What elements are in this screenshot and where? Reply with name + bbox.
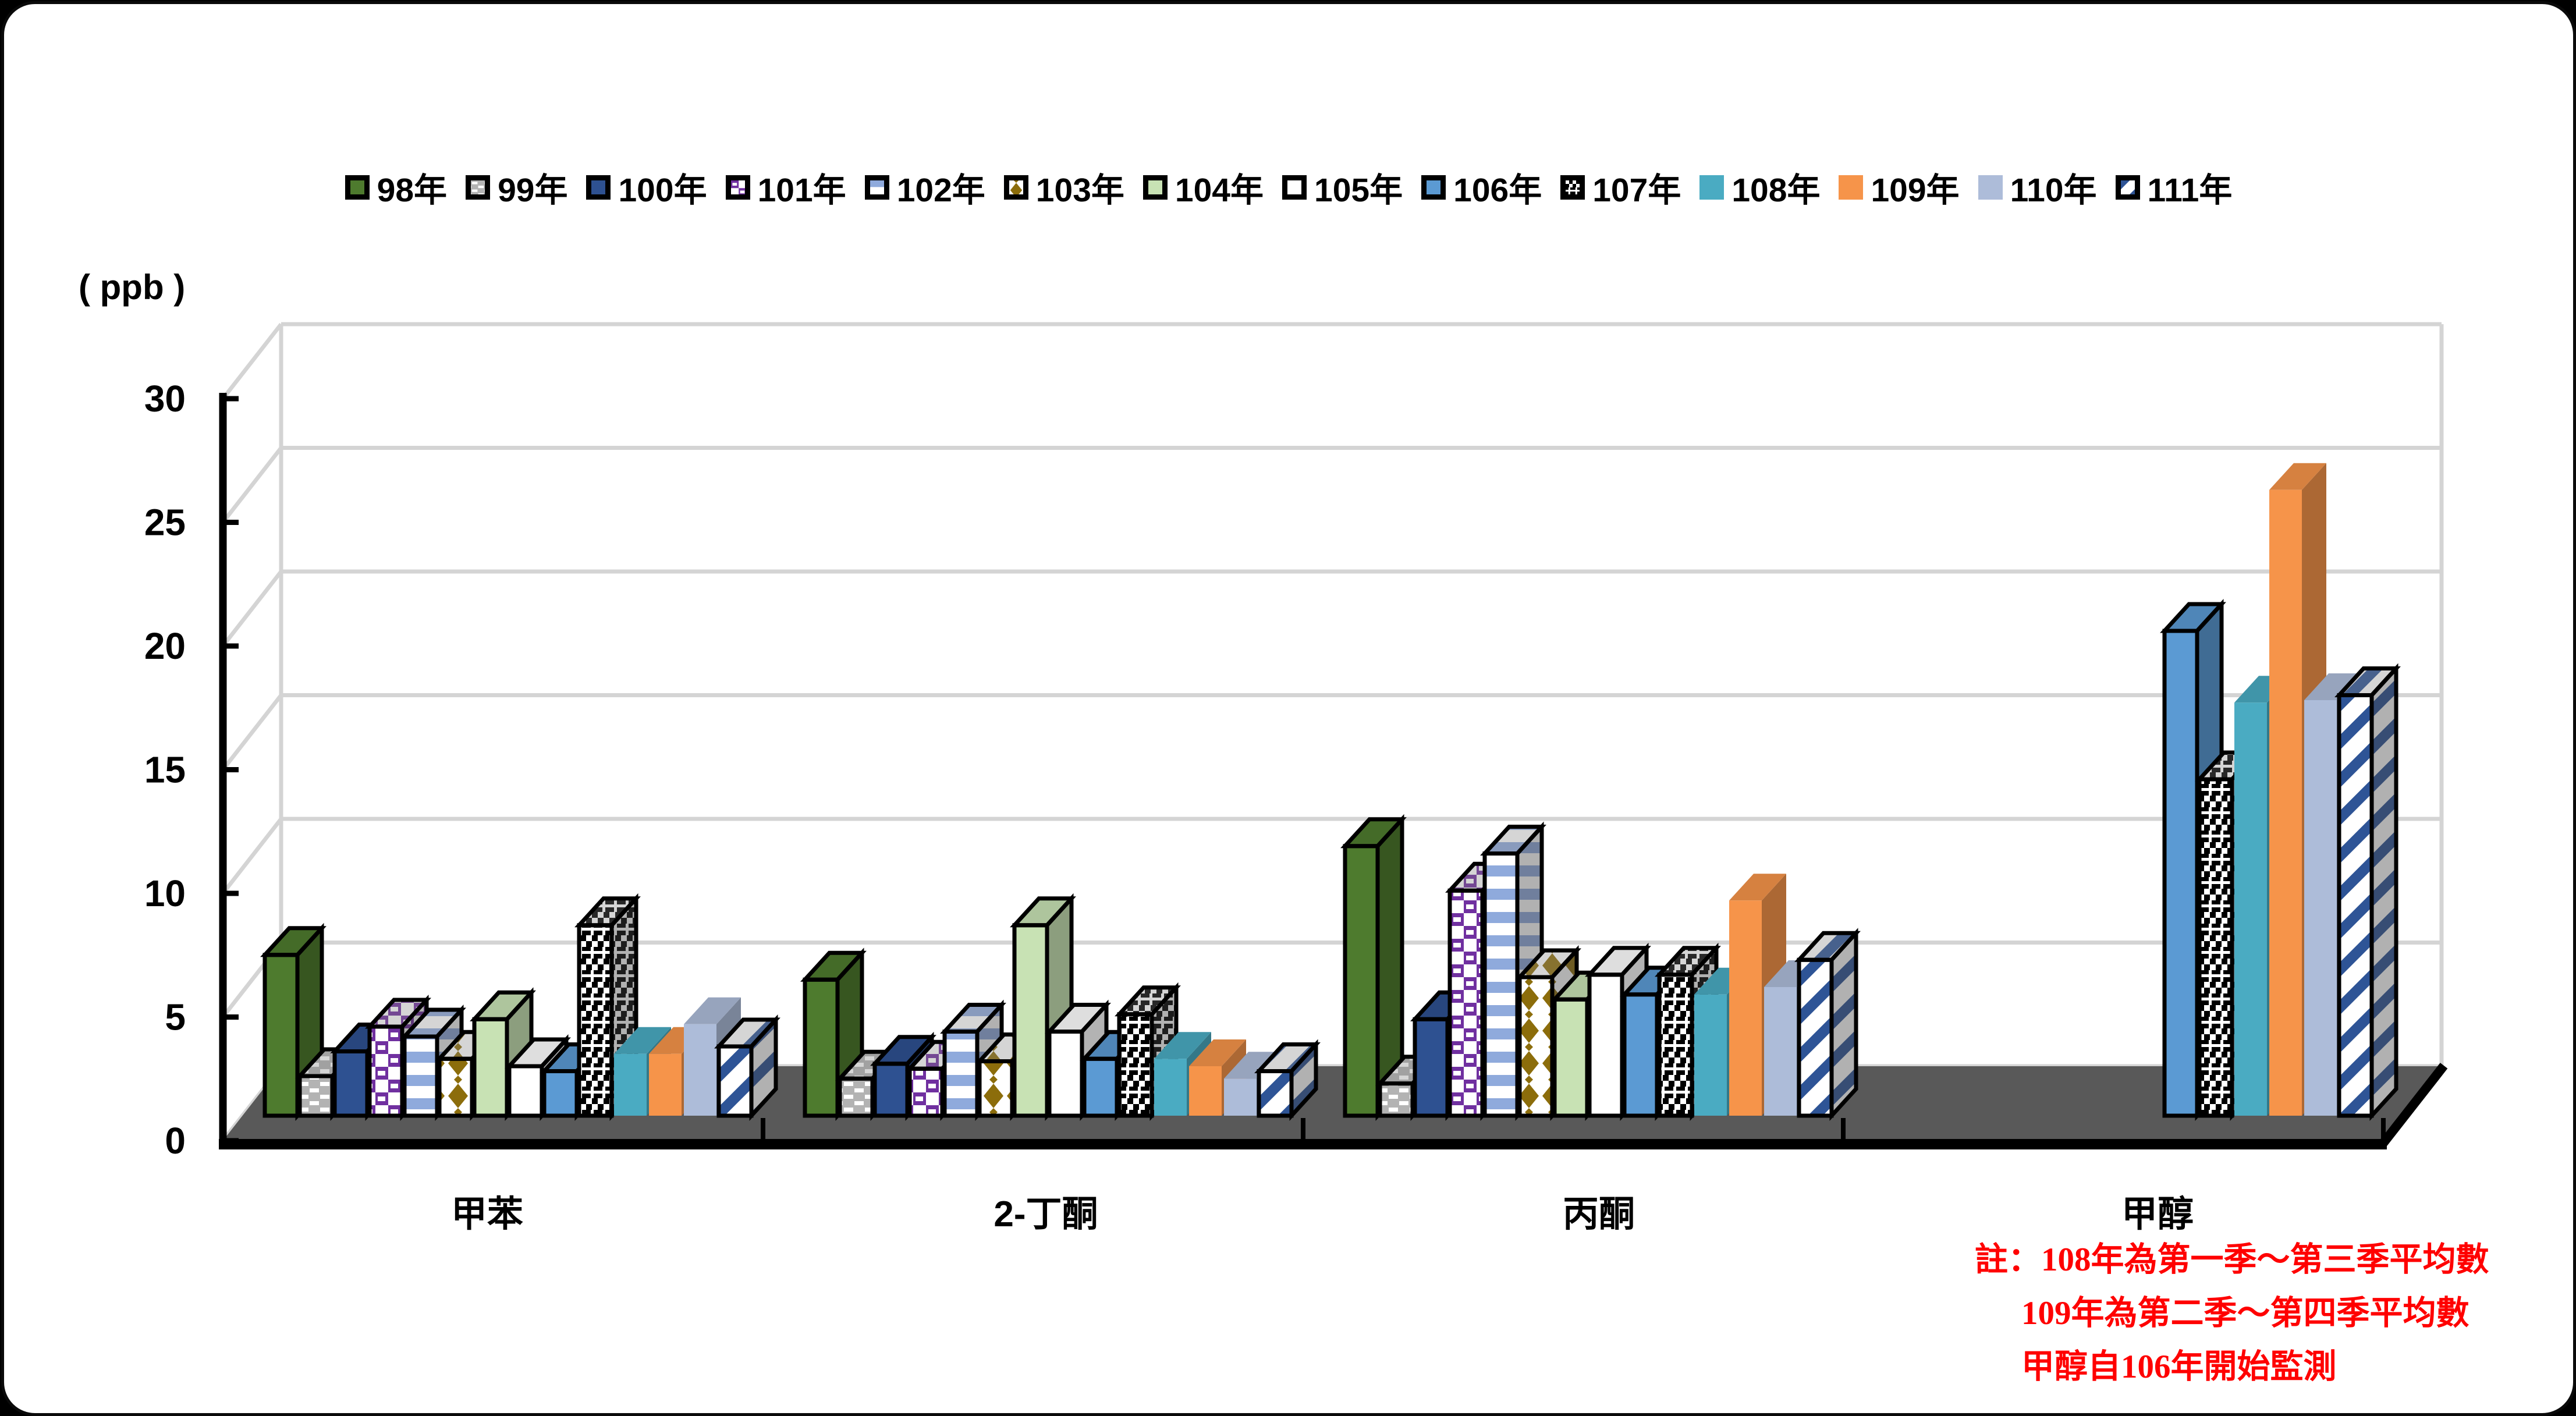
y-axis: 0 5 10 15 20 25 30 bbox=[144, 378, 2386, 1162]
legend-item: 107年 bbox=[1560, 164, 1681, 211]
legend-item: 104年 bbox=[1142, 164, 1264, 211]
legend-swatch bbox=[466, 175, 491, 200]
y-tick-label: 5 bbox=[165, 996, 186, 1038]
y-tick-label: 20 bbox=[144, 625, 186, 667]
legend-item: 109年 bbox=[1839, 164, 1960, 211]
legend-item: 111年 bbox=[2115, 164, 2233, 211]
legend-swatch bbox=[1560, 175, 1585, 200]
bar-2-丁酮-111年 bbox=[1254, 1039, 1321, 1122]
legend-item: 102年 bbox=[864, 164, 985, 211]
bar-甲苯-111年 bbox=[714, 1014, 780, 1122]
bar-chart-3d: 0 5 10 15 20 25 30 甲苯 2-丁酮 丙酮 甲醇 bbox=[144, 322, 2448, 1234]
legend-swatch bbox=[2115, 175, 2140, 200]
bars bbox=[260, 463, 2401, 1122]
legend-label: 102年 bbox=[896, 172, 985, 209]
y-axis-unit-label: ( ppb ) bbox=[79, 268, 186, 307]
y-tick-label: 30 bbox=[144, 378, 186, 420]
legend-label: 109年 bbox=[1871, 172, 1960, 209]
legend-item: 108年 bbox=[1699, 164, 1820, 211]
legend-swatch bbox=[1421, 175, 1446, 200]
legend-swatch bbox=[1282, 175, 1307, 200]
legend-swatch bbox=[1003, 175, 1028, 200]
legend-label: 111年 bbox=[2147, 172, 2233, 209]
y-tick-label: 15 bbox=[144, 749, 186, 791]
legend-label: 101年 bbox=[757, 172, 846, 209]
y-tick-label: 10 bbox=[144, 872, 186, 914]
legend-swatch bbox=[725, 175, 750, 200]
legend-label: 106年 bbox=[1453, 172, 1542, 209]
category-label-1: 2-丁酮 bbox=[994, 1194, 1098, 1234]
bar-2-丁酮-100年 bbox=[870, 1031, 936, 1122]
legend: 98年 99年 100年 101年 102年 103年 104年 105年 106年 107年 10… bbox=[4, 164, 2573, 211]
legend-item: 106年 bbox=[1421, 164, 1542, 211]
legend-swatch bbox=[1699, 175, 1725, 200]
legend-item: 98年 bbox=[345, 164, 447, 211]
bar-丙酮-111年 bbox=[1794, 928, 1861, 1122]
category-label-0: 甲苯 bbox=[451, 1194, 523, 1234]
legend-item: 99年 bbox=[466, 164, 567, 211]
legend-item: 100年 bbox=[586, 164, 707, 211]
plot-walls bbox=[221, 322, 2444, 1142]
legend-item: 105年 bbox=[1282, 164, 1403, 211]
legend-swatch bbox=[864, 175, 889, 200]
legend-label: 100年 bbox=[618, 172, 707, 209]
footnote-line-3: 甲醇自106年開始監測 bbox=[2021, 1348, 2337, 1385]
legend-label: 105年 bbox=[1314, 172, 1403, 209]
y-tick-label: 0 bbox=[165, 1120, 186, 1162]
legend-label: 104年 bbox=[1175, 172, 1264, 209]
legend-swatch bbox=[1142, 175, 1168, 200]
footnote-line-2: 109年為第二季～第四季平均數 bbox=[2021, 1295, 2469, 1332]
legend-label: 107年 bbox=[1592, 172, 1681, 209]
legend-item: 103年 bbox=[1003, 164, 1124, 211]
legend-label: 98年 bbox=[377, 172, 448, 209]
category-label-3: 甲醇 bbox=[2121, 1194, 2194, 1234]
legend-label: 108年 bbox=[1731, 172, 1821, 209]
legend-swatch bbox=[1978, 175, 2003, 200]
legend-swatch bbox=[345, 175, 370, 200]
legend-label: 99年 bbox=[498, 172, 568, 209]
bar-甲醇-111年 bbox=[2334, 663, 2401, 1122]
legend-swatch bbox=[586, 175, 611, 200]
legend-item: 101年 bbox=[725, 164, 846, 211]
legend-swatch bbox=[1839, 175, 1864, 200]
y-tick-label: 25 bbox=[144, 502, 186, 544]
category-label-2: 丙酮 bbox=[1563, 1194, 1635, 1234]
footnote-line-1: 註：108年為第一季～第三季平均數 bbox=[1975, 1241, 2489, 1278]
legend-label: 103年 bbox=[1035, 172, 1124, 209]
legend-label: 110年 bbox=[2010, 172, 2097, 209]
legend-item: 110年 bbox=[1978, 164, 2097, 211]
footnote: 註：108年為第一季～第三季平均數 109年為第二季～第四季平均數 甲醇自106… bbox=[1975, 1233, 2489, 1394]
